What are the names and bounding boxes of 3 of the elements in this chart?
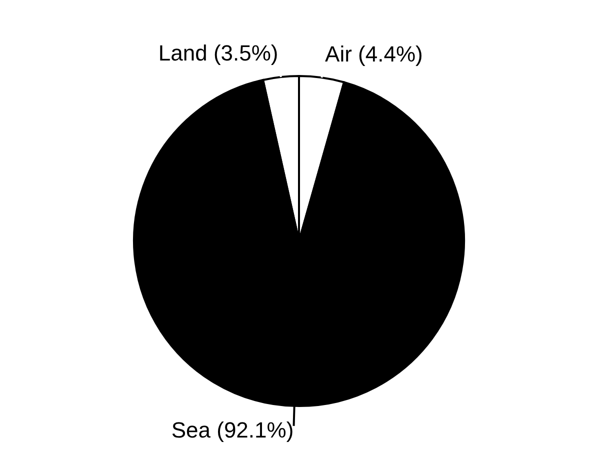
slice-label: Air (4.4%) [325, 41, 423, 66]
slice-label: Land (3.5%) [158, 40, 278, 66]
slice-label: Sea (92.1%) [171, 417, 294, 442]
